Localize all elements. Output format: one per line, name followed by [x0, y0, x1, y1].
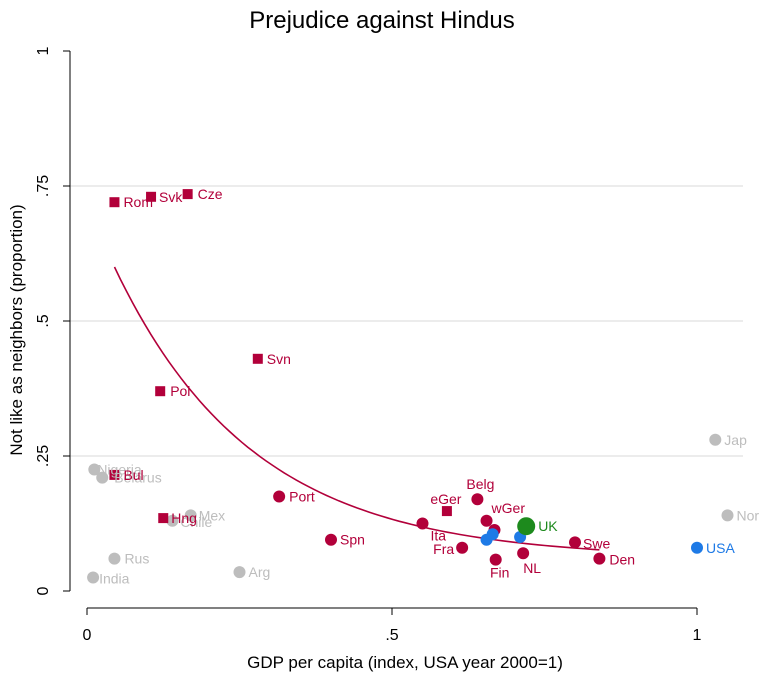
label-uk: UK	[538, 518, 558, 534]
gridlines	[70, 185, 743, 457]
label-chile: Chile	[180, 514, 212, 530]
label-eger: eGer	[430, 491, 461, 507]
y-tick-label: .5	[35, 314, 52, 327]
label-fra: Fra	[433, 541, 454, 557]
point-bul	[109, 469, 120, 480]
label-port: Port	[289, 489, 315, 505]
label-cze: Cze	[198, 186, 223, 202]
y-tick-label: .75	[35, 175, 52, 197]
label-nl: NL	[523, 560, 541, 576]
point-fra	[456, 541, 469, 554]
label-fin: Fin	[490, 565, 509, 581]
axes: 0 .25 .5 .75 1 0 .5 1	[35, 46, 702, 644]
label-arg: Arg	[249, 564, 271, 580]
point-wger	[480, 514, 493, 527]
point-svk	[146, 191, 157, 202]
point-unlabeled	[486, 528, 499, 541]
point-uk	[517, 517, 536, 536]
point-nor	[721, 509, 734, 522]
point-ita	[416, 517, 429, 530]
x-tick-label: 1	[693, 627, 702, 644]
x-tick-label: 0	[83, 627, 92, 644]
y-tick-label: 0	[35, 586, 52, 595]
label-jap: Jap	[724, 432, 747, 448]
point-fin	[489, 553, 502, 566]
label-belg: Belg	[466, 476, 494, 492]
point-nl	[517, 547, 530, 560]
point-cze	[182, 189, 193, 200]
point-den	[593, 552, 606, 565]
y-tick-label: .25	[35, 445, 52, 467]
point-rus	[108, 552, 121, 565]
point-svn	[252, 353, 263, 364]
point-swe	[569, 536, 581, 549]
point-nigeria	[88, 463, 101, 476]
point-belarus	[96, 471, 109, 484]
label-svn: Svn	[267, 351, 291, 367]
label-spn: Spn	[340, 532, 365, 548]
y-tick-label: 1	[35, 46, 52, 55]
label-ita: Ita	[431, 528, 447, 544]
point-spn	[325, 533, 337, 546]
point-belg	[471, 493, 484, 506]
label-bul: Bul	[123, 467, 143, 483]
point-chile	[166, 514, 179, 527]
label-svk: Svk	[159, 189, 183, 205]
label-hng: Hng	[171, 510, 197, 526]
point-eger	[441, 506, 452, 517]
x-tick-label: .5	[385, 627, 398, 644]
label-india: India	[99, 571, 130, 587]
label-belarus: Belarus	[114, 470, 161, 486]
x-axis-title: GDP per capita (index, USA year 2000=1)	[247, 653, 563, 672]
data-points	[87, 189, 734, 584]
label-mex: Mex	[199, 507, 225, 523]
chart-title: Prejudice against Hindus	[249, 7, 515, 34]
point-arg	[233, 566, 246, 579]
point-rom	[109, 197, 120, 208]
label-swe: Swe	[583, 535, 610, 551]
label-rom: Rom	[123, 194, 153, 210]
label-nor: Nor	[737, 507, 760, 523]
point-pol	[155, 386, 166, 397]
point-hng	[158, 513, 169, 524]
label-usa: USA	[706, 540, 735, 556]
label-rus: Rus	[124, 551, 149, 567]
label-wger: wGer	[491, 500, 526, 516]
point-mex	[184, 509, 197, 522]
point-usa	[691, 541, 703, 554]
point-port	[273, 490, 286, 503]
label-den: Den	[609, 552, 635, 568]
label-nigeria: Nigeria	[97, 462, 142, 478]
point-jap	[709, 433, 722, 446]
point-india	[87, 571, 100, 584]
y-axis-title: Not like as neighbors (proportion)	[7, 204, 26, 455]
label-pol: Pol	[170, 383, 190, 399]
